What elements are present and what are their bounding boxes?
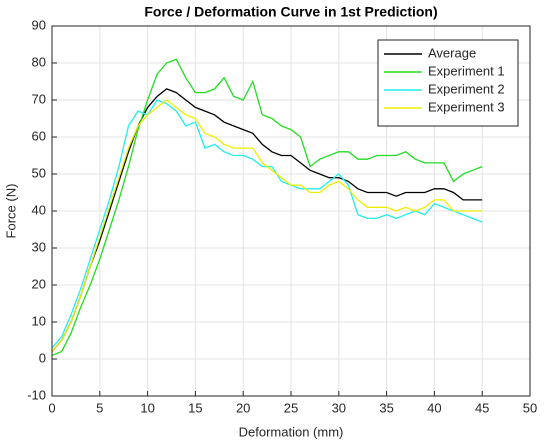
legend-label: Experiment 3 [428, 99, 505, 114]
y-tick-label: 50 [32, 165, 46, 180]
x-tick-label: 30 [332, 400, 346, 415]
x-tick-label: 10 [140, 400, 154, 415]
y-tick-label: 40 [32, 202, 46, 217]
x-tick-label: 20 [236, 400, 250, 415]
y-tick-label: 10 [32, 313, 46, 328]
y-tick-label: 0 [39, 350, 46, 365]
x-tick-label: 45 [475, 400, 489, 415]
legend-label: Average [428, 45, 476, 60]
y-tick-label: 80 [32, 54, 46, 69]
y-tick-label: 60 [32, 128, 46, 143]
x-axis-label: Deformation (mm) [239, 424, 344, 439]
y-tick-label: 20 [32, 276, 46, 291]
legend-label: Experiment 1 [428, 63, 505, 78]
series-line [51, 88, 483, 353]
legend-label: Experiment 2 [428, 81, 505, 96]
x-tick-label: 0 [48, 400, 55, 415]
x-tick-label: 25 [284, 400, 298, 415]
y-axis-label: Force (N) [3, 184, 18, 239]
series-line [51, 58, 483, 356]
y-tick-label: 70 [32, 91, 46, 106]
chart-title: Force / Deformation Curve in 1st Predict… [144, 4, 437, 20]
y-tick-label: -10 [27, 387, 46, 402]
x-tick-label: 5 [96, 400, 103, 415]
x-tick-label: 50 [523, 400, 537, 415]
x-tick-label: 40 [427, 400, 441, 415]
y-tick-label: 30 [32, 239, 46, 254]
series-line [51, 99, 483, 353]
plot-frame [51, 25, 531, 397]
y-tick-label: 90 [32, 17, 46, 32]
x-tick-label: 15 [188, 400, 202, 415]
x-tick-label: 35 [379, 400, 393, 415]
